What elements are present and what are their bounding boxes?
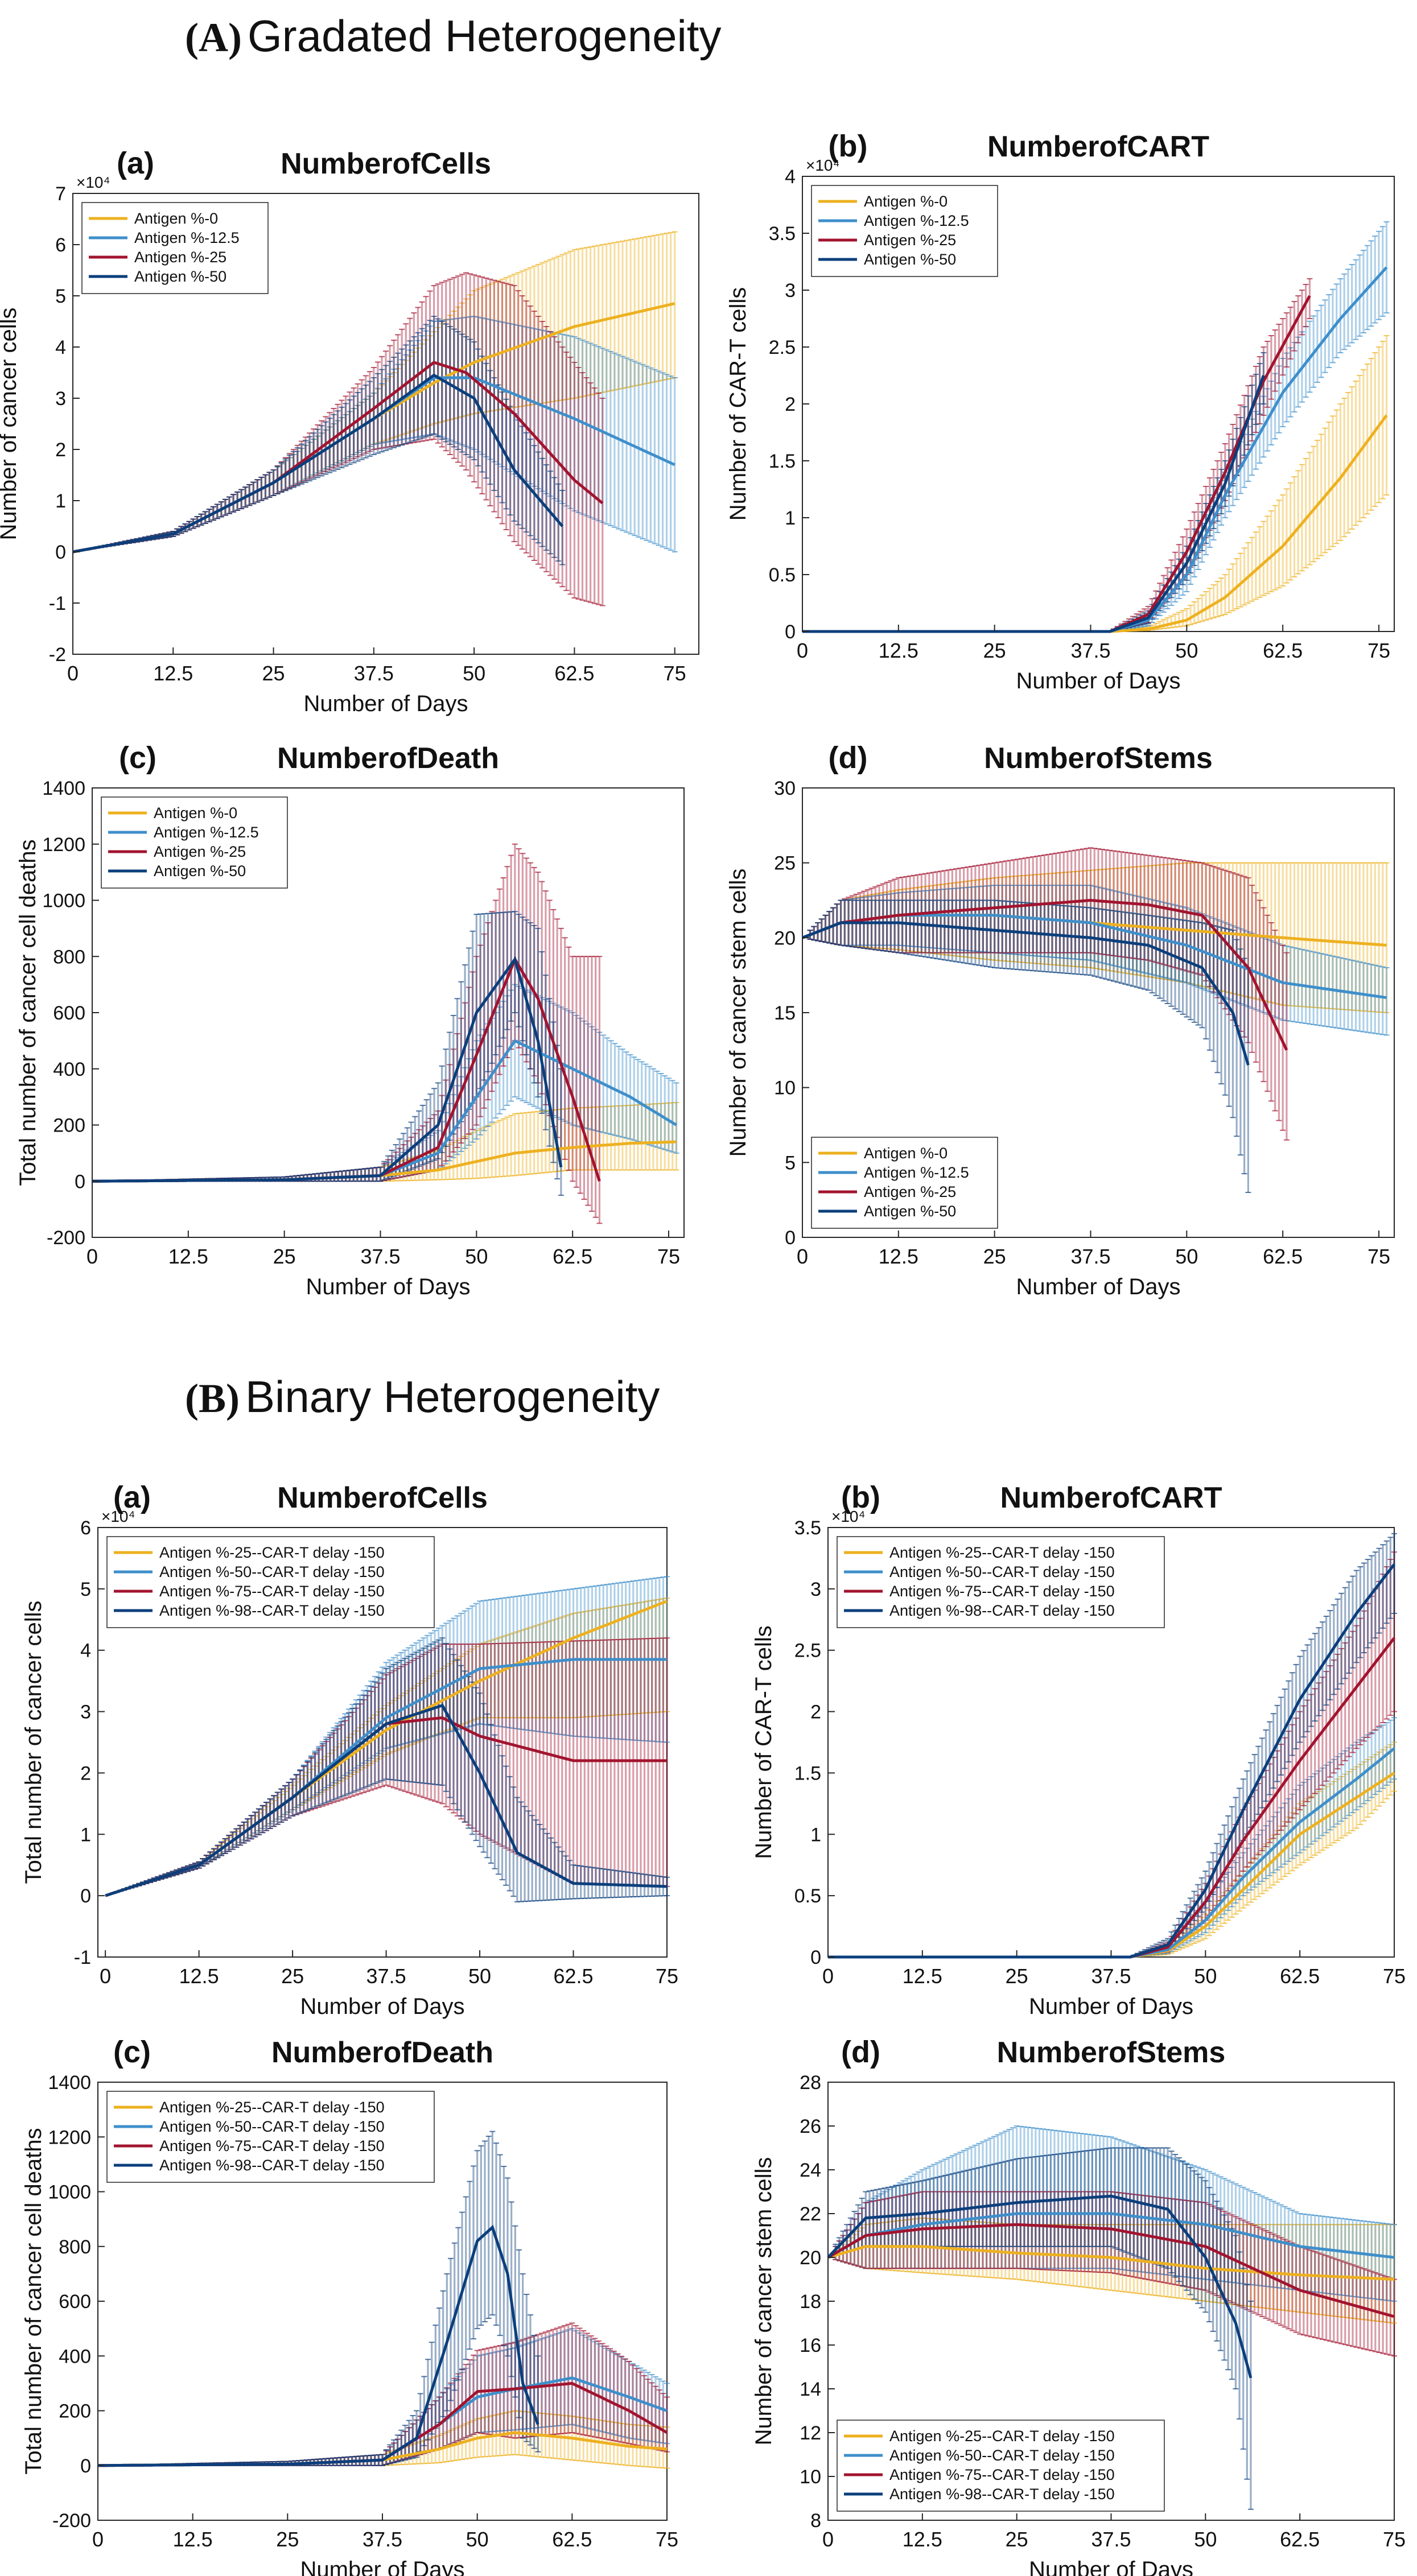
x-axis-label: Number of Days bbox=[1016, 668, 1181, 693]
section-b-label: Binary Heterogeneity bbox=[245, 1372, 660, 1422]
y-tick-label: 1400 bbox=[42, 778, 85, 799]
legend: Antigen %-0 Antigen %-12.5 Antigen %-25 Ant… bbox=[811, 185, 998, 277]
y-tick-label: 1200 bbox=[42, 834, 85, 856]
y-tick-label: -2 bbox=[49, 644, 66, 666]
y-tick-label: 0 bbox=[75, 1171, 85, 1192]
x-tick-label: 50 bbox=[465, 1245, 488, 1268]
y-tick-label: 5 bbox=[55, 286, 66, 307]
y-axis-label: Number of cancer cells bbox=[0, 307, 21, 540]
legend-label: Antigen %-25 bbox=[134, 249, 226, 266]
y-exponent: ×10⁴ bbox=[76, 174, 110, 191]
y-tick-label: 3.5 bbox=[769, 223, 796, 245]
x-tick-label: 0 bbox=[67, 662, 79, 685]
legend-label: Antigen %-25 bbox=[864, 232, 956, 249]
y-tick-label: 2 bbox=[785, 394, 796, 415]
y-axis-label: Number of CAR-T cells bbox=[726, 287, 751, 521]
panel-label: (a) bbox=[117, 146, 154, 180]
y-tick-label: 1.5 bbox=[769, 451, 796, 472]
x-tick-label: 62.5 bbox=[554, 662, 594, 685]
y-tick-label: -200 bbox=[47, 1227, 85, 1249]
panel-label: (c) bbox=[119, 741, 156, 775]
series-line-3 bbox=[92, 956, 563, 1183]
y-tick-label: 7 bbox=[55, 183, 66, 205]
y-tick-label: 4 bbox=[785, 166, 796, 188]
y-tick-label: 1 bbox=[55, 490, 66, 512]
x-axis-label: Number of Days bbox=[304, 691, 468, 716]
section-b-title: (B) Binary Heterogeneity bbox=[185, 1371, 660, 1423]
chart-title: NumberofCART bbox=[987, 130, 1209, 163]
y-tick-label: 6 bbox=[55, 234, 66, 256]
y-exponent: ×10⁴ bbox=[806, 156, 840, 174]
x-tick-label: 0 bbox=[86, 1245, 98, 1268]
x-tick-label: 25 bbox=[262, 662, 285, 685]
legend-label: Antigen %-50 bbox=[134, 268, 226, 285]
x-tick-label: 75 bbox=[664, 662, 686, 685]
y-tick-label: 400 bbox=[53, 1059, 85, 1080]
section-a-label: Gradated Heterogeneity bbox=[247, 11, 722, 61]
x-tick-label: 37.5 bbox=[354, 662, 394, 685]
legend-label: Antigen %-12.5 bbox=[134, 229, 240, 246]
y-tick-label: 2 bbox=[55, 439, 66, 461]
y-tick-label: 800 bbox=[53, 946, 85, 968]
section-a-title: (A) Gradated Heterogeneity bbox=[185, 10, 721, 63]
legend-label: Antigen %-25 bbox=[154, 843, 246, 860]
y-tick-label: 600 bbox=[53, 1002, 85, 1024]
x-tick-label: 75 bbox=[657, 1245, 680, 1268]
section-b-tag: (B) bbox=[185, 1376, 240, 1421]
legend: Antigen %-0 Antigen %-12.5 Antigen %-25 Ant… bbox=[101, 796, 288, 889]
x-tick-label: 25 bbox=[983, 639, 1006, 662]
x-tick-label: 50 bbox=[463, 662, 485, 685]
errorbars-0 bbox=[807, 862, 1390, 1013]
series-line-3 bbox=[802, 375, 1265, 633]
chart-title: NumberofCells bbox=[281, 147, 491, 180]
legend-label: Antigen %-12.5 bbox=[154, 824, 259, 841]
y-tick-label: 1000 bbox=[42, 890, 85, 912]
section-a-tag: (A) bbox=[185, 15, 242, 60]
y-tick-label: -1 bbox=[49, 593, 66, 614]
legend-label: Antigen %-50 bbox=[154, 862, 246, 880]
x-tick-label: 62.5 bbox=[1263, 639, 1303, 662]
y-tick-label: 4 bbox=[55, 337, 66, 358]
y-tick-label: 1 bbox=[785, 507, 796, 529]
chart-title: NumberofDeath bbox=[277, 742, 499, 775]
y-tick-label: 2.5 bbox=[769, 337, 796, 358]
y-tick-label: 0.5 bbox=[769, 564, 796, 586]
x-tick-label: 12.5 bbox=[879, 639, 918, 662]
x-axis-label: Number of Days bbox=[306, 1274, 471, 1299]
x-tick-label: 62.5 bbox=[553, 1245, 592, 1268]
x-tick-label: 25 bbox=[273, 1245, 296, 1268]
chart-a-a: 0 12.5 25 37.5 50 62.5 75 -2 -1 0 1 2 3 4 5 6 7 ×10⁴ Numbe… bbox=[0, 146, 699, 716]
chart-a-b: 0 12.5 25 37.5 50 62.5 75 0 0.5 1 1.5 2 2.5 3 3.5 4 ×10⁴… bbox=[726, 129, 1395, 693]
legend-label: Antigen %-0 bbox=[134, 210, 218, 227]
legend-label: Antigen %-12.5 bbox=[864, 212, 969, 229]
x-tick-label: 50 bbox=[1175, 639, 1198, 662]
panel-label: (b) bbox=[829, 129, 868, 163]
y-tick-label: 0 bbox=[55, 542, 66, 563]
y-tick-label: 0 bbox=[785, 621, 796, 643]
legend-label: Antigen %-0 bbox=[154, 804, 237, 821]
x-tick-label: 37.5 bbox=[360, 1245, 400, 1268]
series-line-3 bbox=[72, 373, 564, 554]
legend: Antigen %-0 Antigen %-12.5 Antigen %-25 Ant… bbox=[81, 202, 269, 294]
y-tick-label: 3 bbox=[785, 280, 796, 302]
chart-a-c: 0 12.5 25 37.5 50 62.5 75-20002004006008001000… bbox=[15, 741, 685, 1299]
legend-label: Antigen %-50 bbox=[864, 251, 956, 268]
x-tick-label: 12.5 bbox=[153, 662, 193, 685]
x-tick-label: 37.5 bbox=[1070, 639, 1110, 662]
x-tick-label: 12.5 bbox=[168, 1245, 208, 1268]
y-tick-label: 3 bbox=[55, 388, 66, 410]
y-axis-label: Total number of cancer cell deaths bbox=[15, 839, 40, 1186]
x-tick-label: 75 bbox=[1367, 639, 1390, 662]
legend-label: Antigen %-0 bbox=[864, 193, 948, 210]
x-tick-label: 0 bbox=[797, 639, 808, 662]
y-tick-label: 200 bbox=[53, 1115, 85, 1137]
